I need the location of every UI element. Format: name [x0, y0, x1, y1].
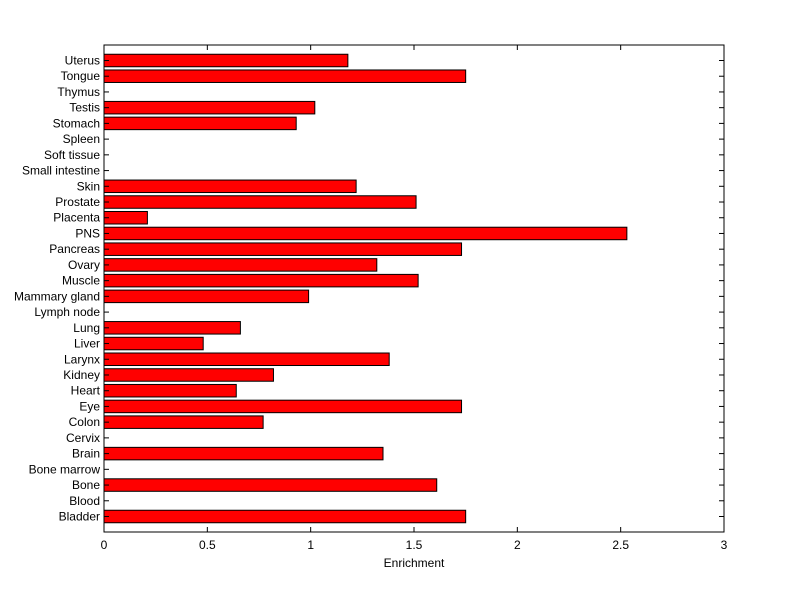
bar-bladder [103, 509, 467, 524]
bar-stomach [103, 116, 297, 131]
bar-kidney [103, 368, 274, 382]
y-tick-label: Colon [69, 415, 100, 429]
bar-muscle [103, 273, 419, 288]
y-tick-label: Uterus [65, 54, 100, 68]
x-tick-label: 1 [307, 538, 314, 552]
bar-brain [103, 446, 384, 461]
y-tick-label: Skin [77, 179, 100, 193]
bar-ovary [103, 258, 378, 272]
x-tick-label: 1.5 [406, 538, 423, 552]
y-tick-label: Stomach [53, 116, 100, 130]
y-tick-label: Liver [74, 337, 100, 351]
y-tick-label: Testis [69, 101, 100, 115]
bars [103, 53, 628, 524]
bar-placenta [103, 210, 148, 225]
bar-pns [103, 226, 628, 241]
bar-larynx [103, 352, 390, 367]
bar-eye [103, 399, 463, 414]
y-tick-label: Heart [71, 384, 101, 398]
y-tick-label: Ovary [68, 258, 100, 272]
bar-testis [103, 100, 316, 115]
x-tick-label: 2 [514, 538, 521, 552]
y-tick-label: Bone [72, 478, 100, 492]
y-tick-label: Prostate [55, 195, 100, 209]
y-tick-label: PNS [75, 226, 100, 240]
y-tick-label: Mammary gland [14, 289, 100, 303]
y-tick-label: Lung [73, 321, 100, 335]
bar-liver [103, 336, 204, 351]
x-axis-label: Enrichment [384, 556, 445, 570]
bar-mammary-gland [103, 289, 310, 304]
y-tick-label: Eye [79, 399, 100, 413]
y-tick-label: Tongue [61, 69, 101, 83]
bar-colon [103, 415, 264, 429]
y-tick-label: Bladder [59, 510, 100, 524]
bar-prostate [103, 195, 417, 209]
x-tick-label: 3 [721, 538, 728, 552]
y-tick-label: Placenta [53, 211, 100, 225]
y-tick-label: Soft tissue [44, 148, 100, 162]
y-tick-label: Spleen [63, 132, 100, 146]
y-tick-label: Pancreas [49, 242, 100, 256]
bar-heart [103, 383, 237, 398]
bar-pancreas [103, 242, 463, 256]
x-tick-label: 0.5 [199, 538, 216, 552]
y-tick-label: Muscle [62, 274, 100, 288]
bar-tongue [103, 69, 467, 83]
y-tick-label: Small intestine [22, 164, 100, 178]
y-tick-label: Brain [72, 447, 100, 461]
y-tick-label: Thymus [57, 85, 100, 99]
bar-bone [103, 478, 438, 492]
y-tick-label: Cervix [66, 431, 100, 445]
bar-uterus [103, 53, 349, 68]
bar-lung [103, 321, 241, 335]
y-tick-label: Kidney [63, 368, 100, 382]
bar-skin [103, 179, 357, 194]
y-tick-label: Lymph node [34, 305, 100, 319]
plot-frame [103, 44, 725, 533]
x-tick-label: 2.5 [612, 538, 629, 552]
y-tick-label: Blood [69, 494, 100, 508]
y-tick-label: Larynx [64, 352, 100, 366]
x-tick-label: 0 [101, 538, 108, 552]
y-tick-label: Bone marrow [29, 462, 101, 476]
